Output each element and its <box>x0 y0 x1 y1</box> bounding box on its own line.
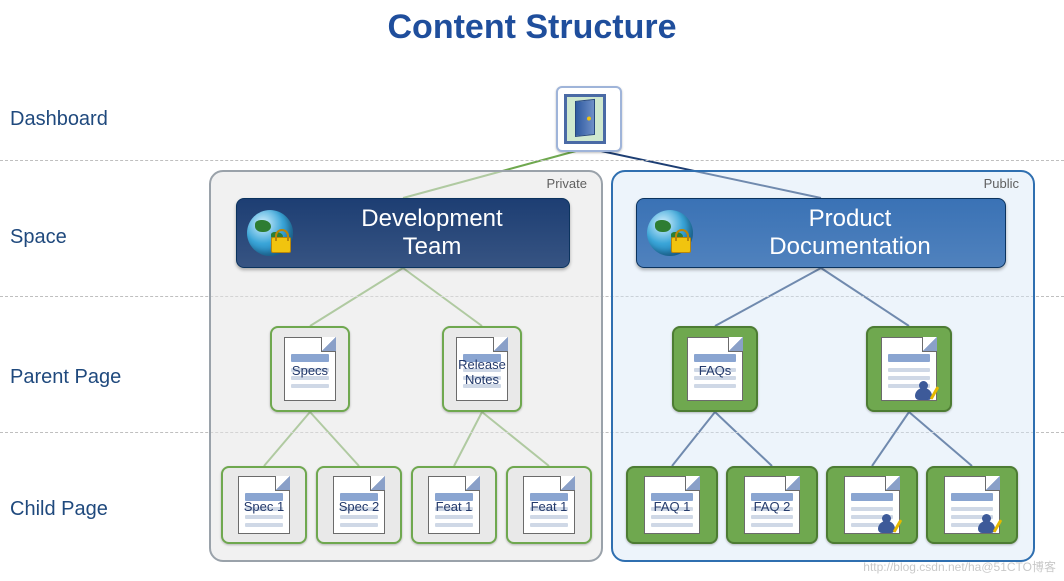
lock-icon <box>271 237 291 253</box>
person-edit-icon <box>977 513 997 533</box>
document-icon: Specs <box>284 337 336 401</box>
document-icon: ReleaseNotes <box>456 337 508 401</box>
row-label-parent: Parent Page <box>10 366 121 389</box>
parent-page-release: ReleaseNotes <box>442 326 522 412</box>
document-icon: Feat 1 <box>523 476 575 534</box>
zone-label-private: Private <box>547 176 587 191</box>
document-icon <box>944 476 1000 534</box>
page-label: Feat 1 <box>524 499 574 514</box>
page-label: ReleaseNotes <box>457 357 507 387</box>
space-dev: DevelopmentTeam <box>236 198 570 268</box>
parent-page-faqs: FAQs <box>672 326 758 412</box>
person-edit-icon <box>914 380 934 400</box>
space-title-dev: DevelopmentTeam <box>361 205 502 260</box>
door-frame-icon <box>564 94 606 144</box>
space-title-docs: ProductDocumentation <box>769 205 930 260</box>
row-label-dashboard: Dashboard <box>10 108 108 131</box>
row-label-space: Space <box>10 226 67 249</box>
parent-page-ppl1 <box>866 326 952 412</box>
child-page-spec2: Spec 2 <box>316 466 402 544</box>
door-icon <box>575 99 595 137</box>
page-label: FAQs <box>688 363 742 378</box>
page-label: FAQ 1 <box>645 499 699 514</box>
page-label: Spec 1 <box>239 499 289 514</box>
dashboard-icon <box>556 86 622 152</box>
child-page-faq1: FAQ 1 <box>626 466 718 544</box>
child-page-feat1: Feat 1 <box>411 466 497 544</box>
person-edit-icon <box>877 513 897 533</box>
page-label: Feat 1 <box>429 499 479 514</box>
row-separator <box>0 160 1064 161</box>
document-icon: FAQ 2 <box>744 476 800 534</box>
parent-page-specs: Specs <box>270 326 350 412</box>
document-icon: Feat 1 <box>428 476 480 534</box>
document-icon: FAQ 1 <box>644 476 700 534</box>
child-page-cpp2 <box>926 466 1018 544</box>
watermark-text: http://blog.csdn.net/ha@51CTO博客 <box>863 558 1056 575</box>
child-page-cpp1 <box>826 466 918 544</box>
document-icon: Spec 1 <box>238 476 290 534</box>
page-label: FAQ 2 <box>745 499 799 514</box>
document-icon <box>844 476 900 534</box>
child-page-faq2: FAQ 2 <box>726 466 818 544</box>
space-docs: ProductDocumentation <box>636 198 1006 268</box>
child-page-feat2: Feat 1 <box>506 466 592 544</box>
zone-label-public: Public <box>984 176 1019 191</box>
page-label: Specs <box>285 363 335 378</box>
child-page-spec1: Spec 1 <box>221 466 307 544</box>
document-icon: Spec 2 <box>333 476 385 534</box>
lock-icon <box>671 237 691 253</box>
document-icon: FAQs <box>687 337 743 401</box>
row-label-child: Child Page <box>10 498 108 521</box>
page-label: Spec 2 <box>334 499 384 514</box>
diagram-title: Content Structure <box>0 8 1064 47</box>
document-icon <box>881 337 937 401</box>
